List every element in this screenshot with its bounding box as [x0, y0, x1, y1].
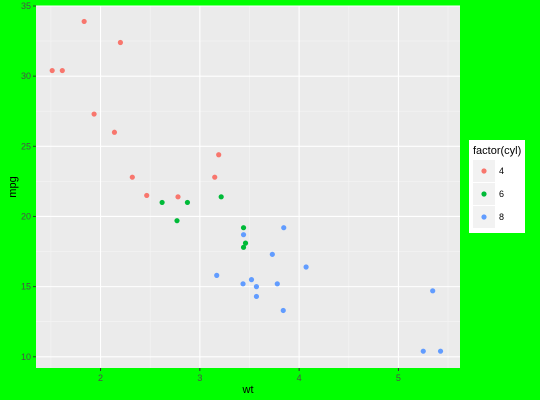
legend-label-8: 8 — [499, 212, 504, 222]
data-point-cyl-8 — [253, 284, 260, 290]
data-point-cyl-8 — [253, 293, 260, 300]
plot-panel — [36, 6, 460, 368]
data-points — [49, 18, 444, 354]
legend-swatch-4 — [481, 168, 487, 174]
data-point-cyl-8 — [303, 264, 309, 270]
data-point-cyl-6 — [184, 199, 191, 206]
data-point-cyl-4 — [81, 18, 87, 25]
data-point-cyl-8 — [240, 232, 247, 238]
data-point-cyl-8 — [269, 251, 275, 257]
data-point-cyl-8 — [281, 225, 287, 231]
data-point-cyl-6 — [174, 218, 180, 224]
data-point-cyl-8 — [437, 348, 444, 354]
data-point-cyl-4 — [212, 174, 218, 180]
y-axis-ticks: 10 15 20 25 30 35 — [21, 1, 36, 362]
y-tick-label: 25 — [21, 141, 31, 151]
data-point-cyl-8 — [240, 281, 246, 287]
legend-swatch-8 — [481, 214, 487, 220]
data-point-cyl-4 — [49, 67, 55, 74]
data-point-cyl-8 — [214, 272, 220, 278]
data-point-cyl-6 — [159, 199, 165, 206]
data-point-cyl-6 — [218, 194, 224, 200]
data-point-cyl-6 — [242, 240, 249, 246]
x-tick-label: 3 — [197, 373, 202, 383]
minor-gridlines — [36, 6, 460, 368]
x-axis-title: wt — [242, 384, 254, 396]
data-point-cyl-4 — [91, 111, 97, 117]
major-gridlines — [36, 5, 460, 368]
legend-title: factor(cyl) — [473, 145, 521, 157]
data-point-cyl-4 — [129, 174, 135, 180]
y-tick-label: 20 — [21, 211, 31, 221]
legend-items: 4 6 8 — [473, 160, 504, 228]
y-tick-label: 10 — [21, 352, 31, 362]
data-point-cyl-4 — [175, 194, 181, 200]
legend-swatch-6 — [481, 191, 487, 197]
y-tick-label: 35 — [21, 1, 31, 11]
x-axis-ticks: 2 3 4 5 — [98, 368, 401, 383]
legend-label-4: 4 — [499, 166, 504, 176]
legend-label-6: 6 — [499, 189, 504, 199]
data-point-cyl-6 — [240, 244, 247, 250]
data-point-cyl-8 — [274, 281, 280, 287]
data-point-cyl-4 — [111, 129, 118, 135]
data-point-cyl-8 — [420, 348, 426, 354]
data-point-cyl-8 — [248, 277, 255, 283]
legend: factor(cyl) 4 6 8 — [469, 140, 525, 233]
data-point-cyl-8 — [430, 288, 436, 294]
data-point-cyl-4 — [216, 152, 222, 158]
data-point-cyl-4 — [59, 67, 65, 74]
data-point-cyl-4 — [144, 192, 150, 199]
y-axis-title: mpg — [7, 176, 19, 197]
data-point-cyl-8 — [280, 307, 286, 314]
x-tick-label: 4 — [297, 373, 302, 383]
y-tick-label: 30 — [21, 71, 31, 81]
data-point-cyl-4 — [117, 39, 124, 46]
x-tick-label: 5 — [396, 373, 401, 383]
x-tick-label: 2 — [98, 373, 103, 383]
y-tick-label: 15 — [21, 282, 31, 292]
data-point-cyl-6 — [240, 225, 247, 231]
